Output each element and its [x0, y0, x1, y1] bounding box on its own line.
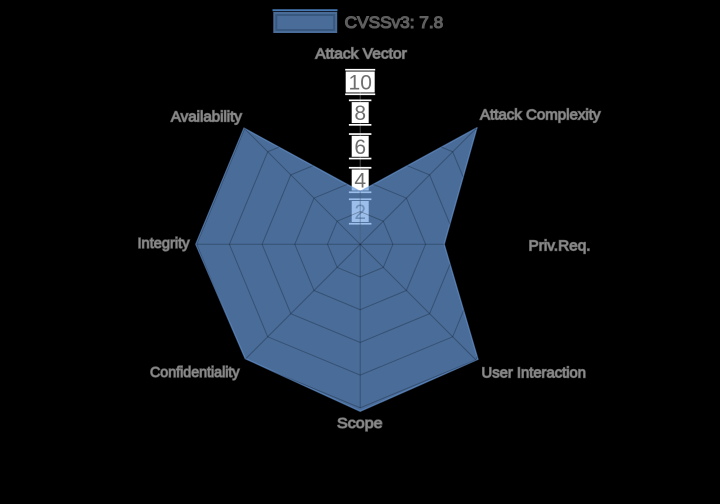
svg-text:Priv.Req.: Priv.Req. [529, 238, 591, 255]
svg-text:Attack Complexity: Attack Complexity [480, 107, 601, 124]
svg-text:10: 10 [349, 72, 372, 95]
svg-text:Attack Vector: Attack Vector [315, 46, 407, 63]
svg-text:8: 8 [354, 102, 366, 125]
svg-text:Scope: Scope [337, 415, 383, 432]
svg-text:User Interaction: User Interaction [482, 365, 587, 382]
svg-text:6: 6 [354, 136, 366, 159]
svg-text:CVSSv3: 7.8: CVSSv3: 7.8 [345, 13, 444, 32]
svg-text:Integrity: Integrity [138, 235, 190, 252]
svg-text:4: 4 [354, 170, 366, 193]
svg-text:Availability: Availability [171, 109, 242, 126]
svg-text:Confidentiality: Confidentiality [150, 364, 240, 381]
